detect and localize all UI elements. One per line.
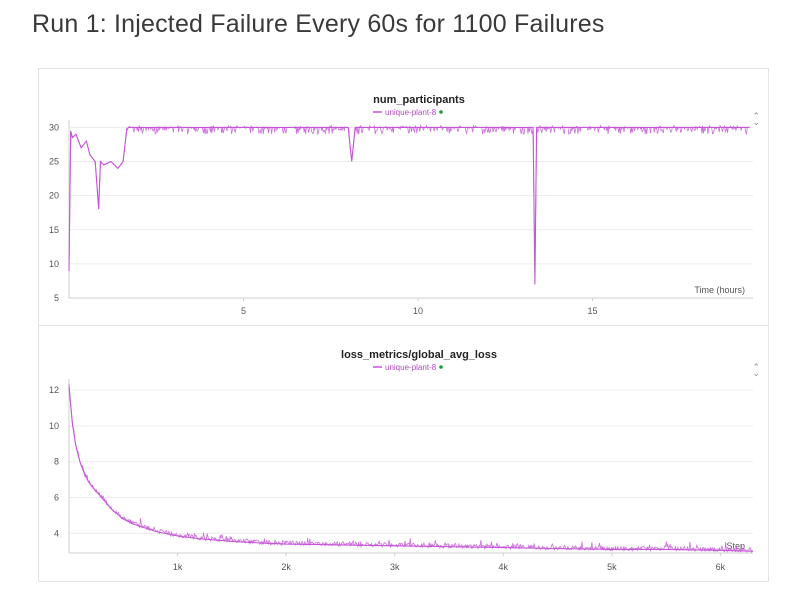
chart-title: loss_metrics/global_avg_loss [341,349,497,361]
x-axis-label: Step [726,541,745,551]
x-tick-label: 5 [241,306,246,316]
chart-title: num_participants [373,94,465,106]
y-tick-label: 10 [49,259,59,269]
x-tick-label: 6k [716,562,726,572]
chart-svg: num_participants unique-plant-8 5 10 15 20 25 3… [49,94,753,316]
y-tick-label: 30 [49,122,59,132]
x-tick-label: 4k [499,562,509,572]
y-tick-label: 12 [49,385,59,395]
series-line [68,126,750,285]
y-tick-label: 6 [54,493,59,503]
x-tick-label: 10 [413,306,423,316]
y-tick-label: 20 [49,191,59,201]
y-tick-label: 25 [49,157,59,167]
series-line-noise [68,123,750,274]
x-tick-label: 2k [281,562,291,572]
legend-status-dot [439,365,443,369]
page-title: Run 1: Injected Failure Every 60s for 11… [32,10,605,38]
x-tick-label: 3k [390,562,400,572]
x-tick-label: 1k [173,562,183,572]
x-tick-label: 15 [587,306,597,316]
legend-label: unique-plant-8 [385,363,437,372]
legend-status-dot [439,110,443,114]
legend-label: unique-plant-8 [385,108,437,117]
y-tick-label: 4 [54,528,59,538]
y-tick-label: 15 [49,225,59,235]
num-participants-panel: ⌃ ⌄ num_participants unique-plant-8 5 10 15 20… [38,68,769,326]
panel-menu-icon[interactable]: ⌃ ⌄ [752,111,760,127]
series-line-noise [68,383,754,554]
series-line [68,386,754,552]
panel-menu-icon[interactable]: ⌃ ⌄ [752,362,760,378]
y-tick-label: 5 [54,293,59,303]
chart-svg: loss_metrics/global_avg_loss unique-plant… [49,349,754,572]
x-axis-label: Time (hours) [694,285,745,295]
y-tick-label: 8 [54,457,59,467]
x-tick-label: 5k [607,562,617,572]
y-tick-label: 10 [49,421,59,431]
global-avg-loss-panel: ⌃ ⌄ loss_metrics/global_avg_loss unique-pl… [38,325,769,582]
